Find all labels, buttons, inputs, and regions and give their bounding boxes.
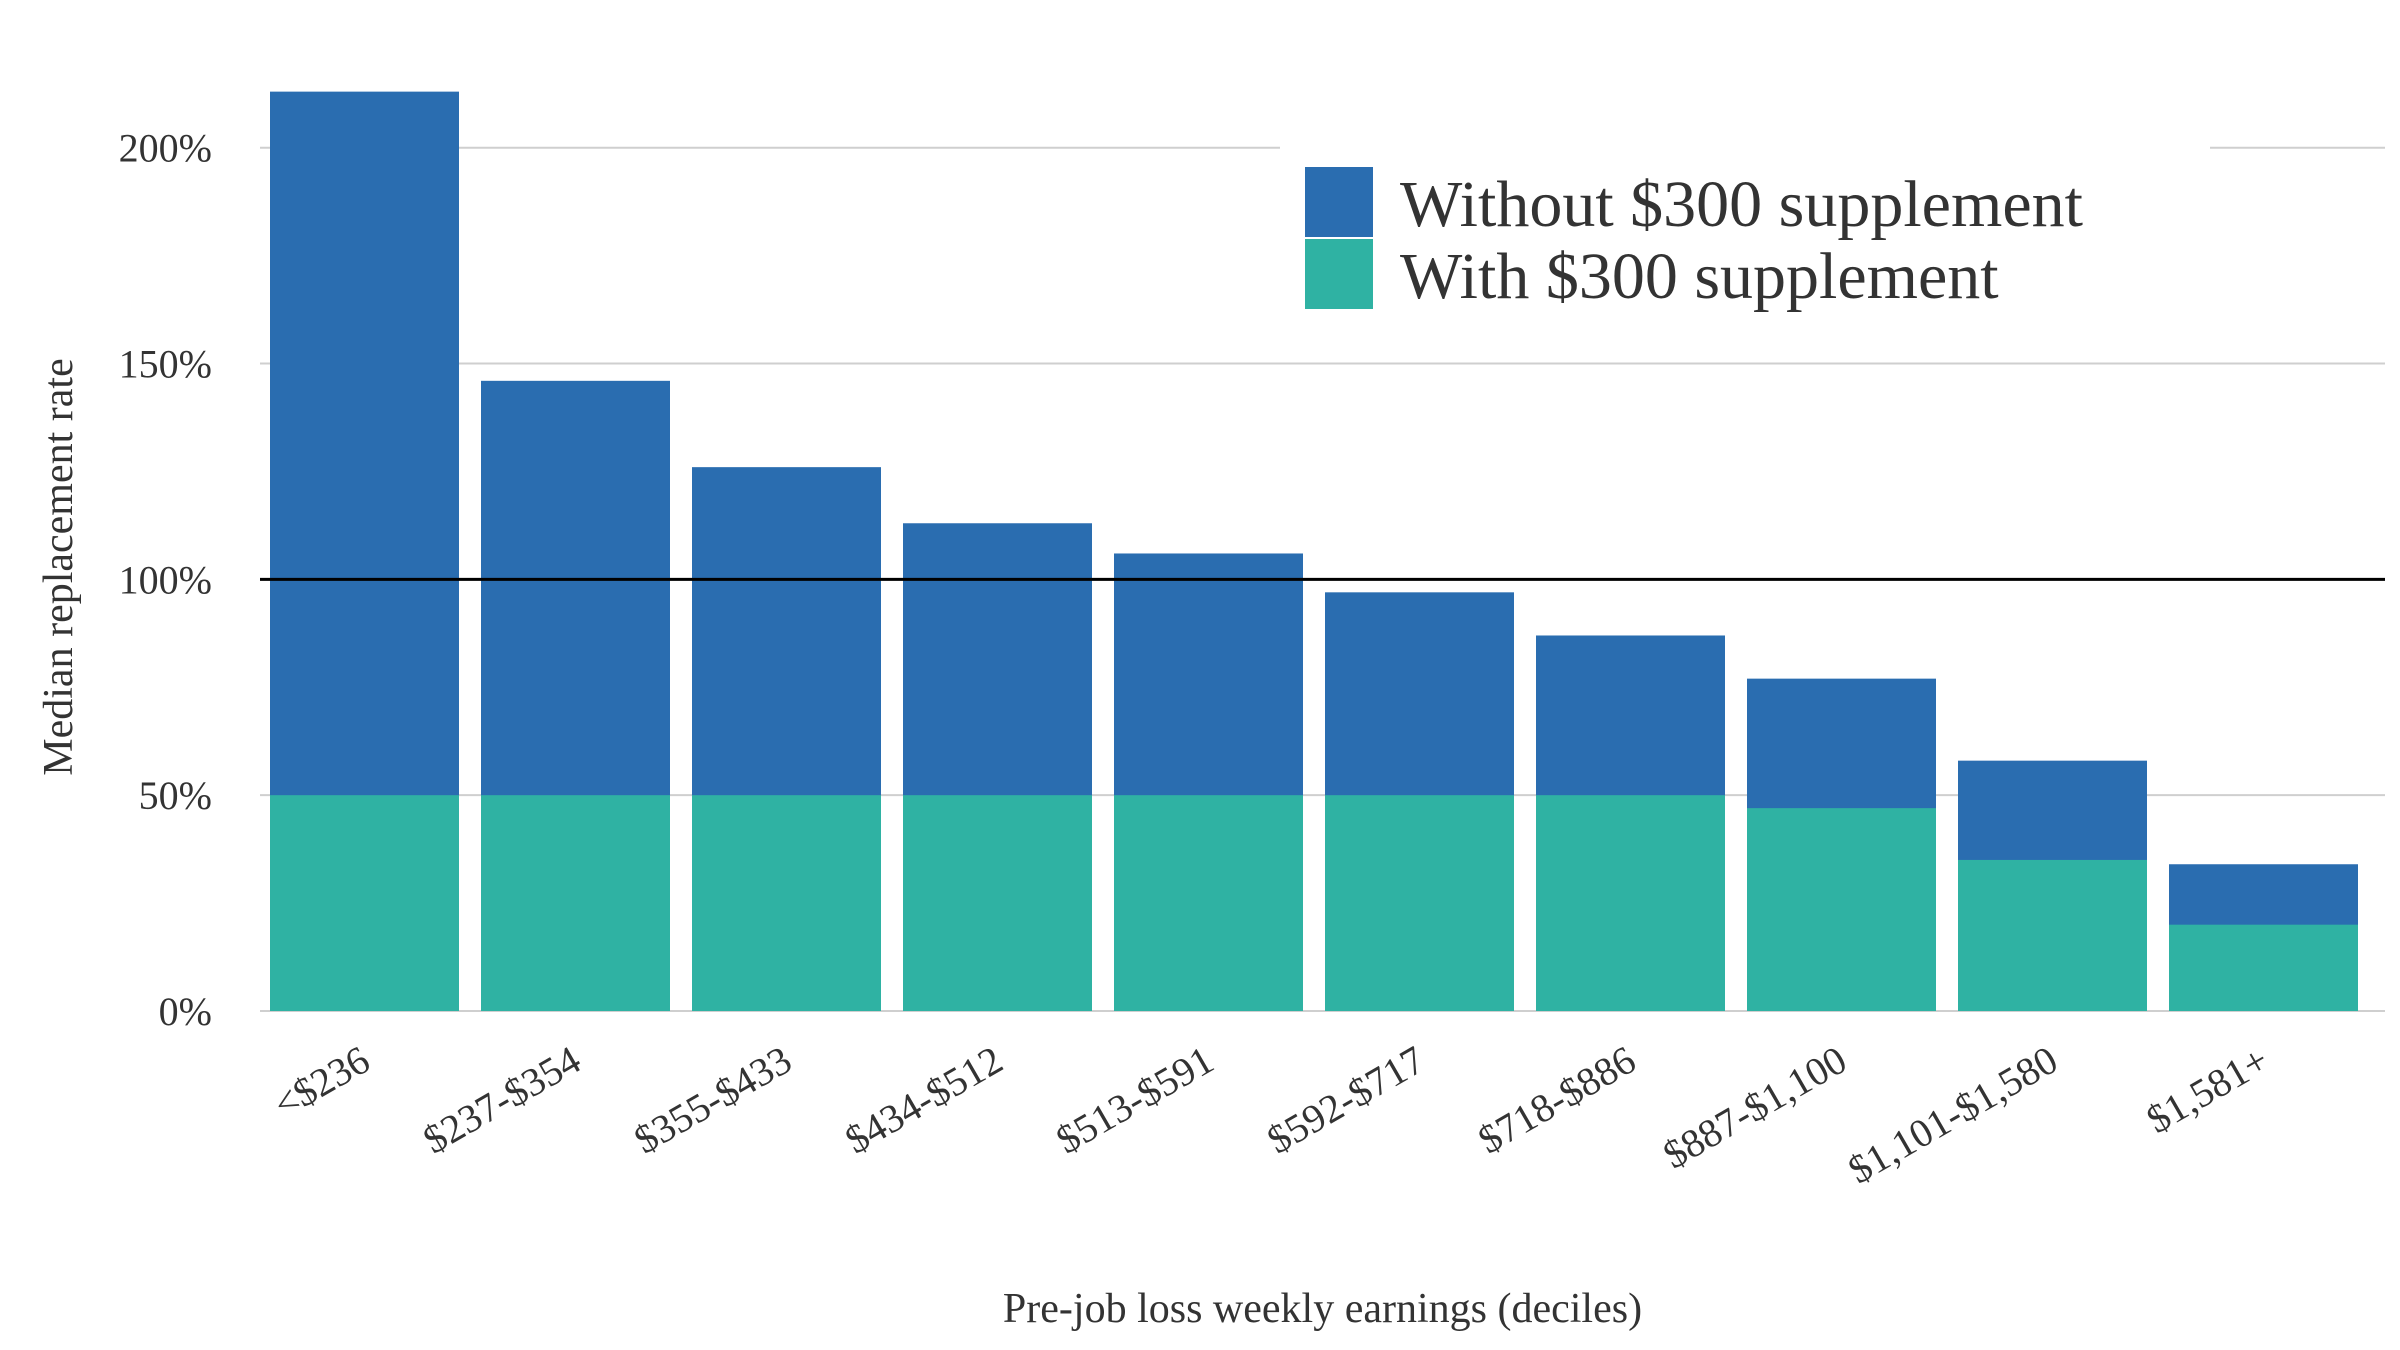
x-tick-label: $355-$433 xyxy=(626,1037,799,1163)
bar-group xyxy=(1958,760,2147,1011)
bar-with-supplement xyxy=(1114,795,1303,1011)
x-tick-label: $887-$1,100 xyxy=(1655,1037,1854,1178)
bar-group xyxy=(903,523,1092,1011)
x-tick-label: $718-$886 xyxy=(1470,1037,1643,1163)
x-tick-label: $237-$354 xyxy=(415,1037,588,1163)
y-tick-label: 150% xyxy=(119,342,212,387)
y-axis-ticks: 0% 50% 100% 150% 200% xyxy=(119,126,212,1034)
bar-group xyxy=(1114,553,1303,1011)
bar-group xyxy=(692,467,881,1012)
legend-item: With $300 supplement xyxy=(1305,239,1999,313)
x-tick-label: $1,101-$1,580 xyxy=(1840,1037,2065,1193)
legend-swatch xyxy=(1305,239,1373,309)
legend-background xyxy=(1280,130,2210,320)
legend-item: Without $300 supplement xyxy=(1305,167,2083,241)
x-axis-ticks: <$236 $237-$354 $355-$433 $434-$512 $513-$59… xyxy=(266,1037,2276,1193)
legend-label: Without $300 supplement xyxy=(1400,168,2083,241)
bar-group xyxy=(2169,864,2358,1011)
bar-with-supplement xyxy=(1747,808,1936,1011)
y-tick-label: 200% xyxy=(119,126,212,171)
bar-group xyxy=(1536,635,1725,1011)
y-axis-title: Median replacement rate xyxy=(36,358,82,775)
bar-group xyxy=(270,91,459,1011)
bar-with-supplement xyxy=(692,795,881,1011)
x-axis-title: Pre-job loss weekly earnings (deciles) xyxy=(1003,1286,1642,1332)
x-tick-label: <$236 xyxy=(266,1037,377,1127)
bar-group xyxy=(481,380,670,1011)
y-tick-label: 100% xyxy=(119,557,212,602)
bar-with-supplement xyxy=(1325,795,1514,1011)
bar-with-supplement xyxy=(270,795,459,1011)
legend-swatch xyxy=(1305,167,1373,237)
bar-group xyxy=(1325,592,1514,1011)
bar-with-supplement xyxy=(903,795,1092,1011)
legend-label: With $300 supplement xyxy=(1400,240,1999,313)
y-tick-label: 50% xyxy=(139,773,212,818)
bars xyxy=(270,91,2358,1012)
bar-with-supplement xyxy=(1958,859,2147,1011)
bar-with-supplement xyxy=(481,795,670,1011)
x-tick-label: $1,581+ xyxy=(2139,1037,2276,1142)
bar-with-supplement xyxy=(2169,924,2358,1011)
x-tick-label: $513-$591 xyxy=(1048,1037,1221,1163)
x-tick-label: $592-$717 xyxy=(1259,1037,1432,1163)
bar-group xyxy=(1747,678,1936,1011)
bar-with-supplement xyxy=(1536,795,1725,1011)
y-tick-label: 0% xyxy=(159,989,212,1034)
x-tick-label: $434-$512 xyxy=(837,1037,1010,1163)
